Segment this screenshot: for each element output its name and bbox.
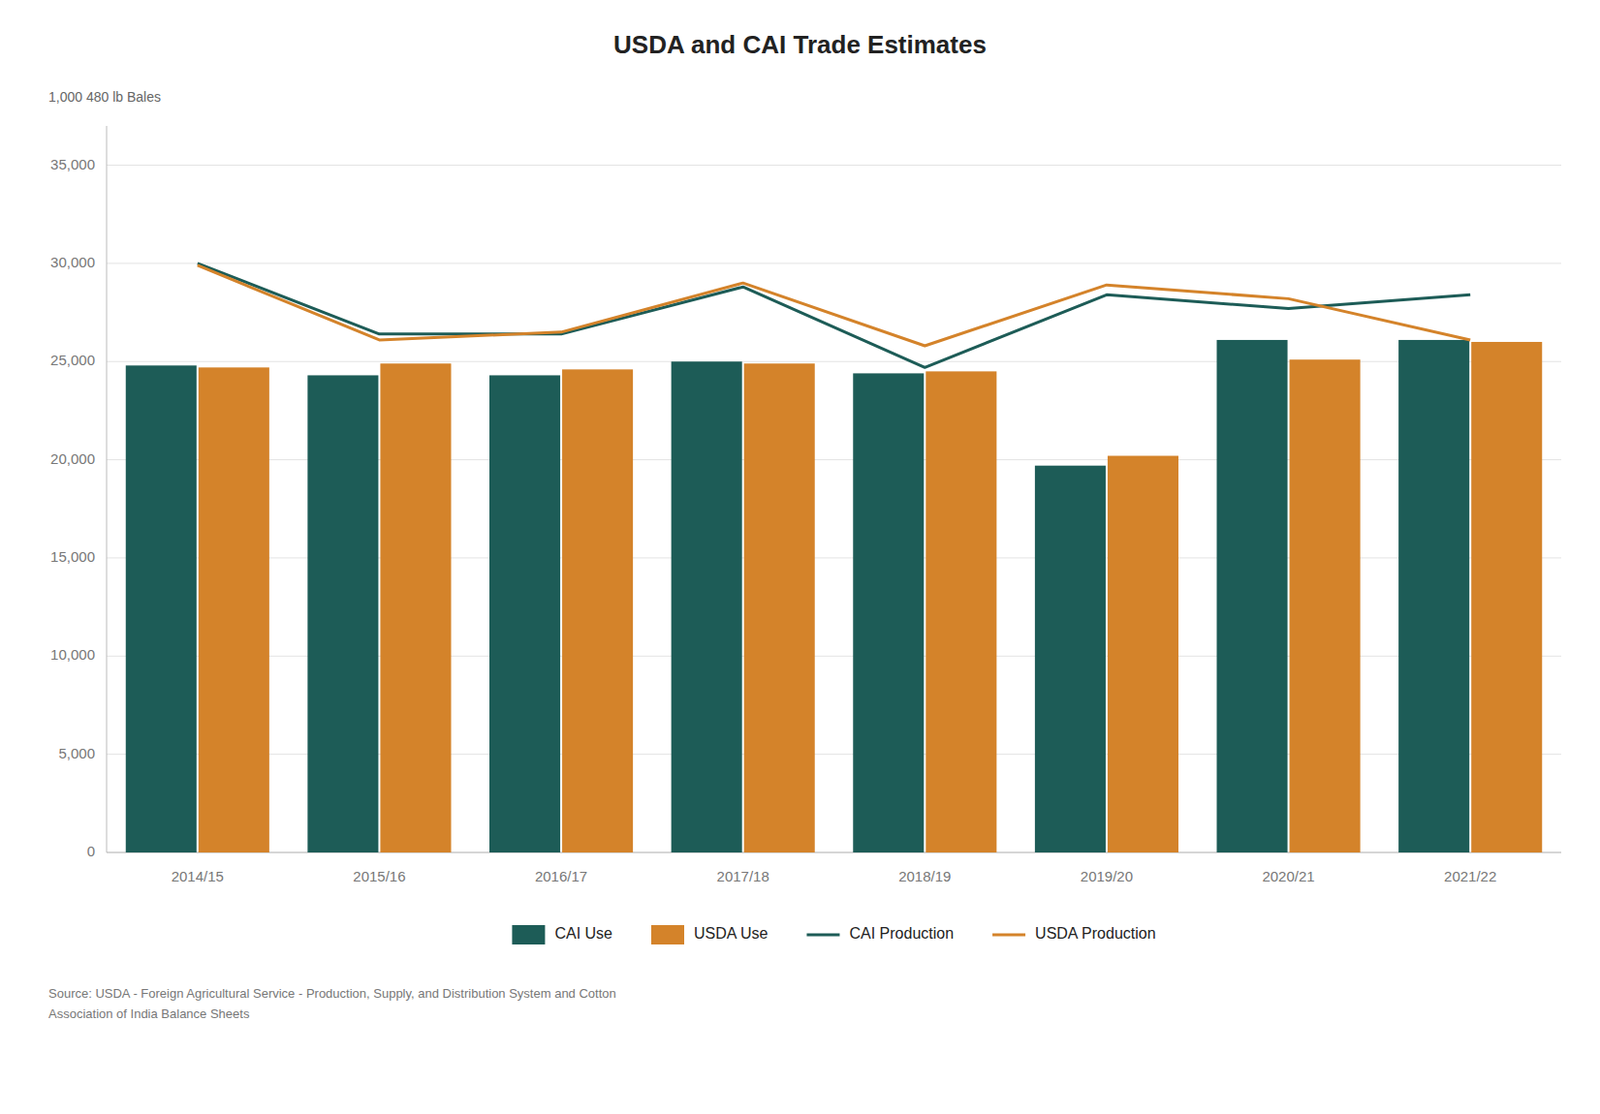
grid [106, 165, 1562, 853]
grid-line [106, 262, 1562, 264]
bar-series [125, 340, 1470, 853]
legend-item: CAI Use [511, 925, 613, 945]
plot-area [125, 263, 1542, 853]
legend-item: CAI Production [806, 925, 954, 942]
x-tick-label: 2020/21 [1261, 868, 1315, 885]
bar [489, 375, 561, 853]
bar [125, 365, 197, 853]
annotation-line: Association of India Balance Sheets [48, 1006, 251, 1022]
legend-item: USDA Use [651, 925, 769, 945]
line [197, 265, 1471, 346]
x-tick-label: 2018/19 [898, 868, 951, 885]
bar [1471, 342, 1542, 853]
legend-swatch [511, 925, 545, 945]
line [197, 263, 1471, 368]
bar [198, 367, 270, 853]
bar [1035, 466, 1106, 853]
x-tick-label: 2014/15 [171, 868, 224, 885]
legend-label: CAI Use [554, 925, 613, 942]
bar [852, 373, 924, 853]
chart: USDA and CAI Trade Estimates 1,000 480 lb… [0, 0, 1600, 1114]
bar [1217, 340, 1288, 853]
legend-label: USDA Production [1035, 925, 1157, 942]
y-tick-label: 30,000 [50, 253, 95, 271]
y-axis-label: 1,000 480 lb Bales [48, 89, 161, 105]
bar [1289, 359, 1361, 853]
x-tick-label: 2019/20 [1080, 868, 1133, 885]
legend-item: USDA Production [992, 925, 1157, 942]
legend-swatch [992, 934, 1026, 938]
y-axis: 0 5,000 10,000 15,000 20,000 25,000 30,000 35,0… [50, 156, 95, 860]
y-tick-label: 10,000 [50, 646, 95, 663]
x-tick-label: 2015/16 [352, 868, 406, 885]
legend-label: USDA Use [693, 925, 769, 942]
bar [671, 361, 743, 853]
title: USDA and CAI Trade Estimates [613, 30, 987, 60]
bar [744, 363, 816, 853]
legend-swatch [806, 934, 840, 938]
legend-label: CAI Production [848, 925, 954, 942]
bar [1107, 456, 1179, 853]
y-tick-label: 15,000 [50, 548, 95, 565]
bar [379, 363, 451, 853]
x-axis: 2014/15 2015/16 2016/17 2017/18 2018/19 2019/… [171, 868, 1498, 885]
x-tick-label: 2016/17 [534, 868, 588, 885]
x-tick-label: 2021/22 [1443, 868, 1497, 885]
bar [307, 375, 378, 853]
y-tick-label: 0 [87, 843, 95, 860]
legend-swatch [651, 925, 685, 945]
page: {"chart_data": { "type": "bar", "title":… [0, 0, 1600, 1114]
y-tick-label: 20,000 [50, 450, 95, 468]
y-tick-label: 35,000 [50, 156, 95, 173]
bar-series [198, 342, 1542, 853]
grid-line [106, 164, 1562, 166]
bar [1398, 340, 1470, 853]
legend: CAI Use USDA Use CAI Production USDA Produc… [511, 925, 1156, 945]
y-axis-line [106, 125, 108, 853]
bar [562, 369, 633, 853]
annotation: Source: USDA - Foreign Agricultural Serv… [48, 986, 617, 1022]
y-tick-label: 5,000 [58, 745, 95, 762]
x-tick-label: 2017/18 [717, 868, 770, 885]
bar [925, 371, 997, 853]
annotation-line: Source: USDA - Foreign Agricultural Serv… [48, 986, 617, 1002]
y-tick-label: 25,000 [50, 351, 95, 369]
